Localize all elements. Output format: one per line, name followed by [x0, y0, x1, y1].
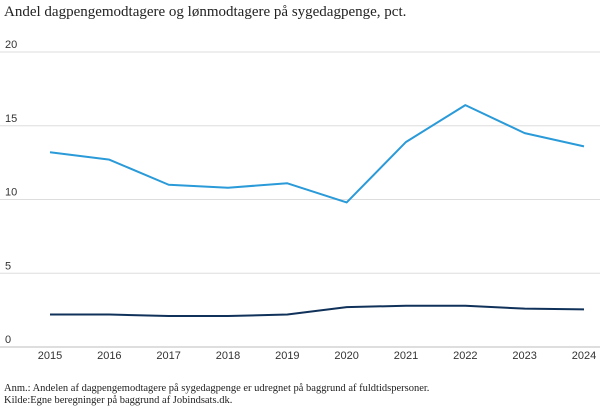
y-tick-label: 5 [5, 260, 11, 272]
x-tick-label: 2015 [38, 350, 62, 362]
y-tick-label: 0 [5, 334, 11, 346]
series-lines [49, 104, 585, 318]
y-tick-label: 20 [5, 39, 17, 51]
x-tick-label: 2021 [394, 350, 418, 362]
y-tick-label: 15 [5, 113, 17, 125]
chart-note: Anm.: Andelen af dagpengemodtagere på sy… [4, 383, 430, 394]
gridlines [0, 51, 600, 348]
x-tick-label: 2019 [275, 350, 299, 362]
x-tick-label: 2018 [216, 350, 240, 362]
x-tick-label: 2016 [97, 350, 121, 362]
chart-source: Kilde:Egne beregninger på baggrund af Jo… [4, 395, 233, 406]
series-line-2 [50, 304, 585, 318]
y-axis-labels: 0 5 10 15 20 [5, 39, 17, 346]
x-tick-label: 2020 [334, 350, 358, 362]
series-line-1 [49, 104, 585, 204]
x-tick-label: 2023 [512, 350, 536, 362]
x-axis-labels: 2015 2016 2017 2018 2019 2020 2021 2022 2023 2024 [38, 350, 596, 362]
y-tick-label: 10 [5, 187, 17, 199]
x-tick-label: 2017 [156, 350, 180, 362]
chart-title: Andel dagpengemodtagere og lønmodtagere … [4, 4, 407, 20]
x-tick-label: 2022 [453, 350, 477, 362]
x-tick-label: 2024 [572, 350, 596, 362]
